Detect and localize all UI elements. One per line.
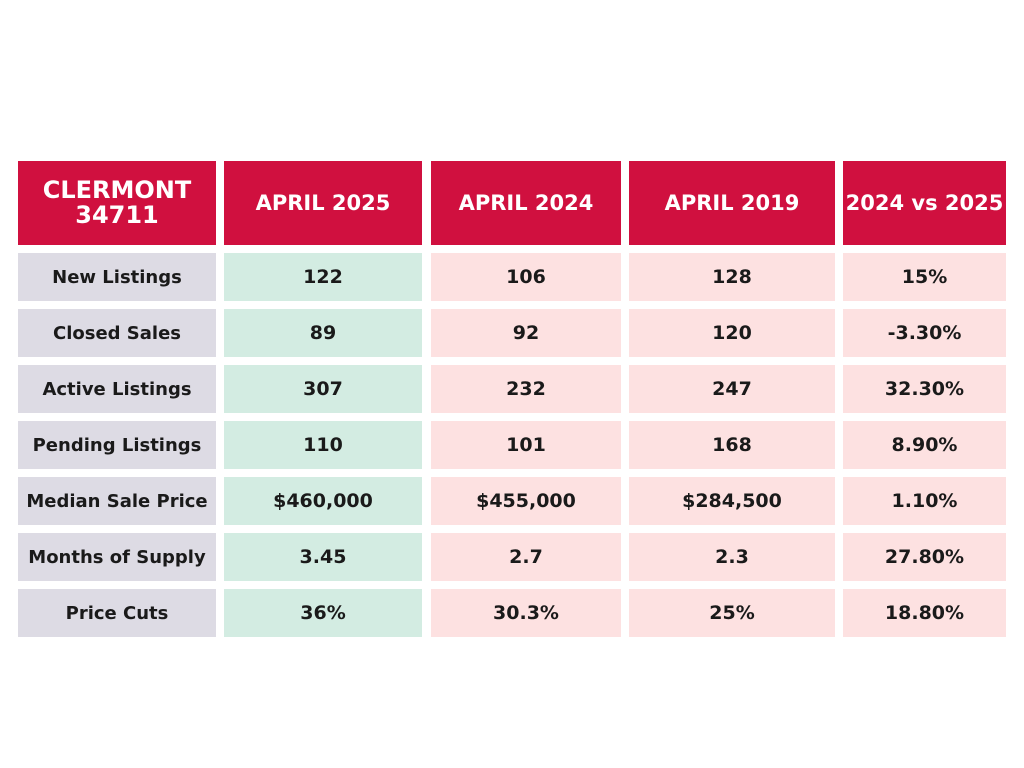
table-cell: 1.10% [843, 477, 1006, 525]
table-cell: -3.30% [843, 309, 1006, 357]
table-cell: 36% [224, 589, 422, 637]
header-cell: 2024 vs 2025 [843, 161, 1006, 245]
header-cell: APRIL 2019 [629, 161, 835, 245]
row-label: Closed Sales [18, 309, 216, 357]
table-cell: 106 [431, 253, 621, 301]
table-cell: $460,000 [224, 477, 422, 525]
table-cell: 27.80% [843, 533, 1006, 581]
header-cell: APRIL 2024 [431, 161, 621, 245]
table-cell: 232 [431, 365, 621, 413]
table-cell: 3.45 [224, 533, 422, 581]
header-cell: CLERMONT 34711 [18, 161, 216, 245]
table-cell: 8.90% [843, 421, 1006, 469]
table-cell: 2.3 [629, 533, 835, 581]
row-label: New Listings [18, 253, 216, 301]
row-label: Price Cuts [18, 589, 216, 637]
table-cell: 110 [224, 421, 422, 469]
table-cell: 168 [629, 421, 835, 469]
table-cell: 18.80% [843, 589, 1006, 637]
table-cell: 25% [629, 589, 835, 637]
table-cell: 92 [431, 309, 621, 357]
table-cell: 2.7 [431, 533, 621, 581]
table-cell: 128 [629, 253, 835, 301]
table-cell: 15% [843, 253, 1006, 301]
table-cell: 89 [224, 309, 422, 357]
table-cell: 30.3% [431, 589, 621, 637]
table-cell: $284,500 [629, 477, 835, 525]
row-label: Active Listings [18, 365, 216, 413]
table-cell: 120 [629, 309, 835, 357]
row-label: Median Sale Price [18, 477, 216, 525]
table-cell: 122 [224, 253, 422, 301]
table-cell: 307 [224, 365, 422, 413]
table-cell: 101 [431, 421, 621, 469]
header-cell: APRIL 2025 [224, 161, 422, 245]
table-cell: $455,000 [431, 477, 621, 525]
row-label: Pending Listings [18, 421, 216, 469]
row-label: Months of Supply [18, 533, 216, 581]
table-cell: 247 [629, 365, 835, 413]
table-cell: 32.30% [843, 365, 1006, 413]
